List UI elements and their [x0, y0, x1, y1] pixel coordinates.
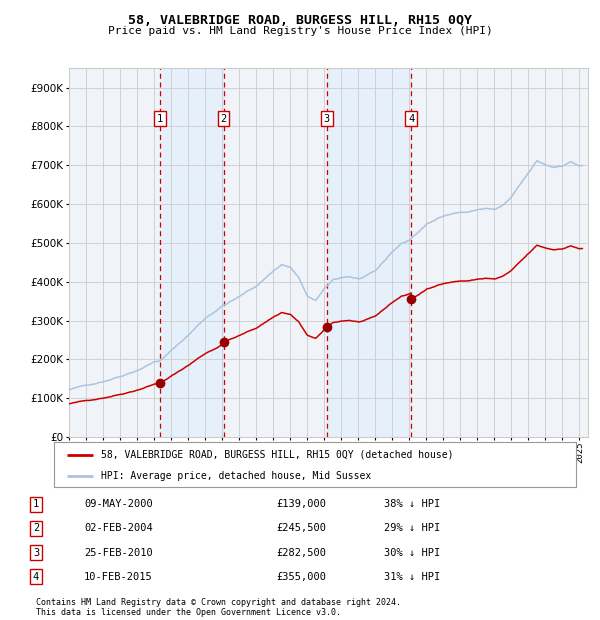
Text: 58, VALEBRIDGE ROAD, BURGESS HILL, RH15 0QY (detached house): 58, VALEBRIDGE ROAD, BURGESS HILL, RH15 …	[101, 450, 454, 459]
Text: 29% ↓ HPI: 29% ↓ HPI	[384, 523, 440, 533]
Text: 02-FEB-2004: 02-FEB-2004	[84, 523, 153, 533]
Text: Price paid vs. HM Land Registry's House Price Index (HPI): Price paid vs. HM Land Registry's House …	[107, 26, 493, 36]
Bar	[160, 68, 224, 437]
Text: HPI: Average price, detached house, Mid Sussex: HPI: Average price, detached house, Mid …	[101, 471, 371, 480]
Text: £245,500: £245,500	[276, 523, 326, 533]
Text: 58, VALEBRIDGE ROAD, BURGESS HILL, RH15 0QY: 58, VALEBRIDGE ROAD, BURGESS HILL, RH15 …	[128, 14, 472, 27]
Text: 30% ↓ HPI: 30% ↓ HPI	[384, 547, 440, 557]
Text: 4: 4	[408, 113, 415, 123]
Text: £139,000: £139,000	[276, 499, 326, 509]
Text: 1: 1	[157, 113, 163, 123]
Bar	[327, 68, 411, 437]
Text: 2: 2	[221, 113, 227, 123]
Text: This data is licensed under the Open Government Licence v3.0.: This data is licensed under the Open Gov…	[36, 608, 341, 617]
Text: 38% ↓ HPI: 38% ↓ HPI	[384, 499, 440, 509]
Text: 4: 4	[33, 572, 39, 582]
Text: 3: 3	[33, 547, 39, 557]
Text: £355,000: £355,000	[276, 572, 326, 582]
Text: 25-FEB-2010: 25-FEB-2010	[84, 547, 153, 557]
Text: 2: 2	[33, 523, 39, 533]
Text: £282,500: £282,500	[276, 547, 326, 557]
Text: 09-MAY-2000: 09-MAY-2000	[84, 499, 153, 509]
Text: 31% ↓ HPI: 31% ↓ HPI	[384, 572, 440, 582]
Text: 1: 1	[33, 499, 39, 509]
Text: 3: 3	[323, 113, 330, 123]
Text: 10-FEB-2015: 10-FEB-2015	[84, 572, 153, 582]
Text: Contains HM Land Registry data © Crown copyright and database right 2024.: Contains HM Land Registry data © Crown c…	[36, 598, 401, 607]
